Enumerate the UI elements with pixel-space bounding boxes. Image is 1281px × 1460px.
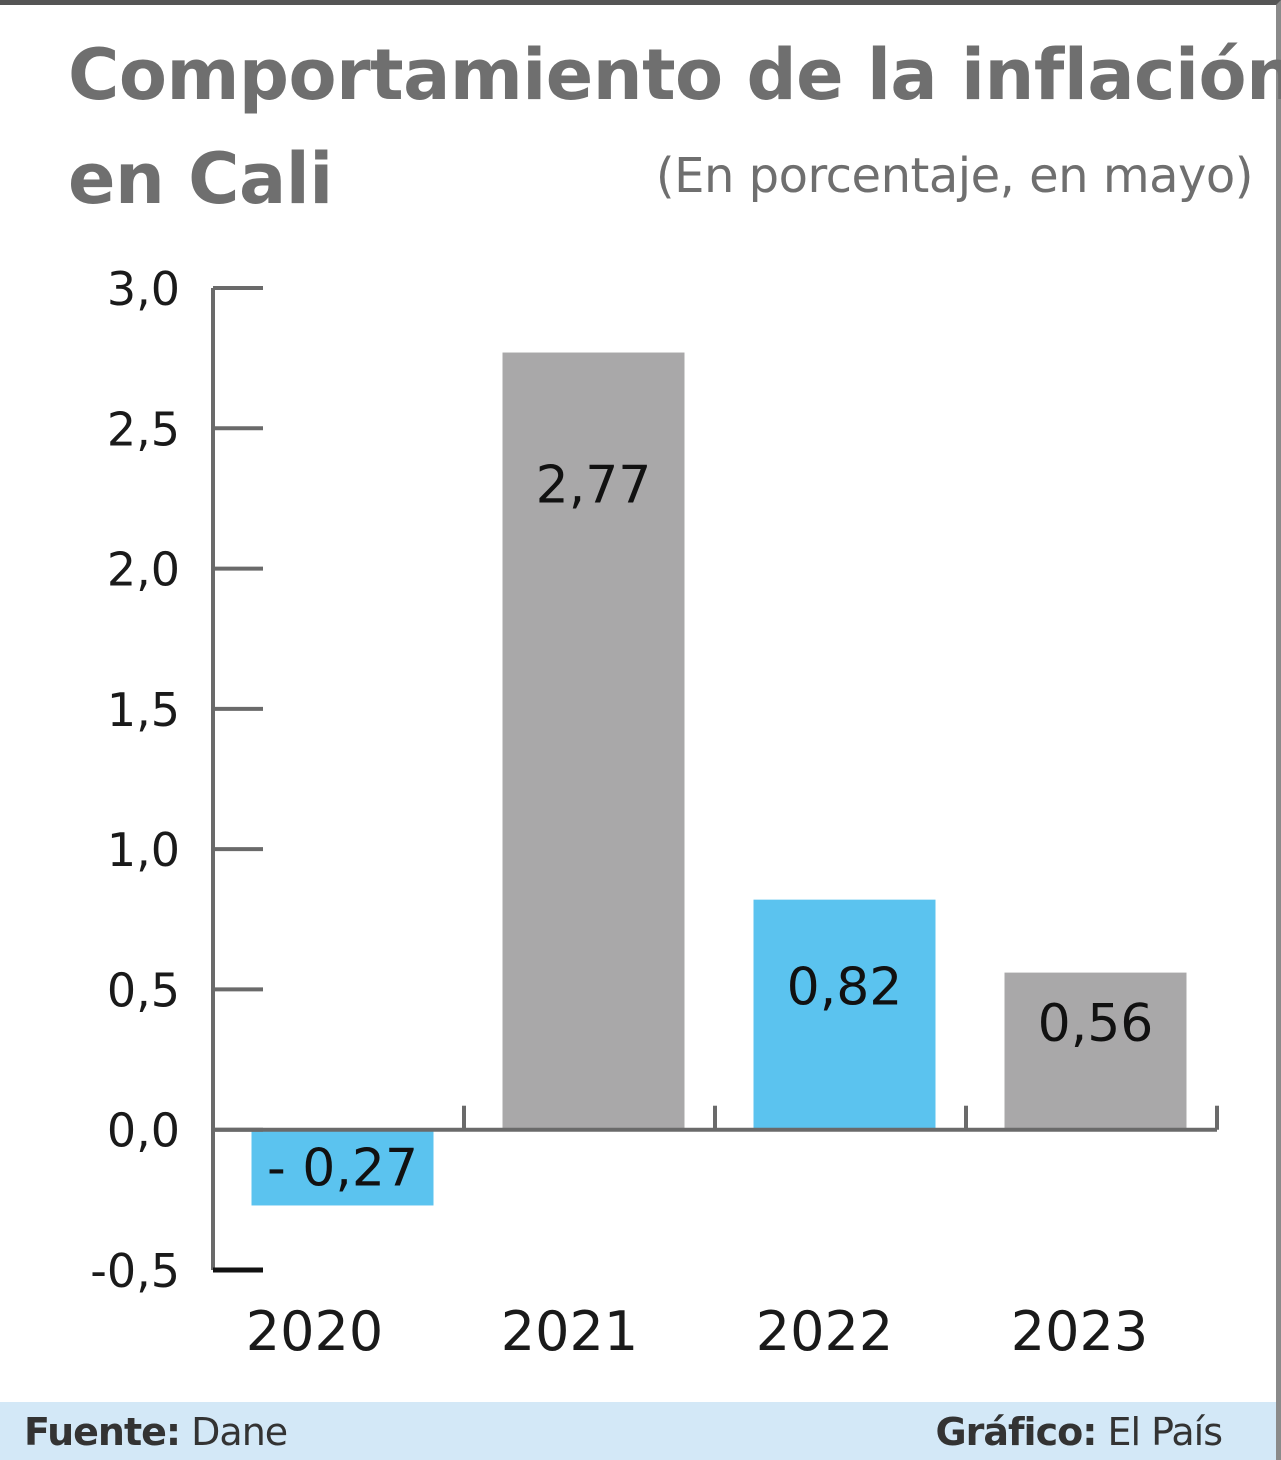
value-label-2023: 0,56 bbox=[1038, 994, 1154, 1054]
chart-title-line-2: en Cali bbox=[68, 138, 333, 220]
chart-title-line-1: Comportamiento de la inflación bbox=[68, 34, 1281, 116]
footer-bar: Fuente: Dane Gráfico: El País bbox=[0, 1402, 1276, 1460]
x-tick-label-2022: 2022 bbox=[756, 1300, 893, 1363]
bar-2020 bbox=[251, 1129, 434, 1206]
y-tick-label: 1,0 bbox=[107, 823, 180, 877]
y-tick-label: 0,0 bbox=[107, 1104, 180, 1158]
labels-layer: - 0,27 2020 2,77 2021 0,82 2022 0,56 2023 3,0 2,5… bbox=[90, 262, 1153, 1363]
source-credit: Fuente: Dane bbox=[24, 1410, 288, 1454]
x-tick-label-2020: 2020 bbox=[246, 1300, 383, 1363]
y-tick-label: 1,5 bbox=[107, 683, 180, 737]
source-value: Dane bbox=[180, 1410, 288, 1454]
value-label-2021: 2,77 bbox=[536, 456, 652, 516]
y-tick-label: 2,5 bbox=[107, 402, 180, 456]
bar-chart: - 0,27 2020 2,77 2021 0,82 2022 0,56 2023 3,0 2,5… bbox=[90, 262, 1219, 1363]
chart-subtitle: (En porcentaje, en mayo) bbox=[655, 148, 1254, 204]
graphic-credit: Gráfico: El País bbox=[935, 1410, 1223, 1454]
y-tick-label: 3,0 bbox=[107, 262, 180, 316]
credit-value: El País bbox=[1096, 1410, 1223, 1454]
bar-2021 bbox=[502, 352, 685, 1130]
x-tick-label-2023: 2023 bbox=[1011, 1300, 1148, 1363]
source-label: Fuente: bbox=[24, 1410, 181, 1454]
x-tick-label-2021: 2021 bbox=[501, 1300, 638, 1363]
bar-2022 bbox=[753, 899, 936, 1130]
y-tick-label: -0,5 bbox=[90, 1244, 180, 1298]
axes-layer bbox=[211, 286, 1219, 1273]
value-label-2022: 0,82 bbox=[787, 958, 903, 1018]
y-tick-label: 2,0 bbox=[107, 543, 180, 597]
credit-label: Gráfico: bbox=[935, 1410, 1097, 1454]
y-tick-label: 0,5 bbox=[107, 963, 180, 1017]
value-label-2020: - 0,27 bbox=[267, 1139, 418, 1199]
bars-layer bbox=[251, 352, 1187, 1206]
bar-2023 bbox=[1004, 972, 1187, 1130]
